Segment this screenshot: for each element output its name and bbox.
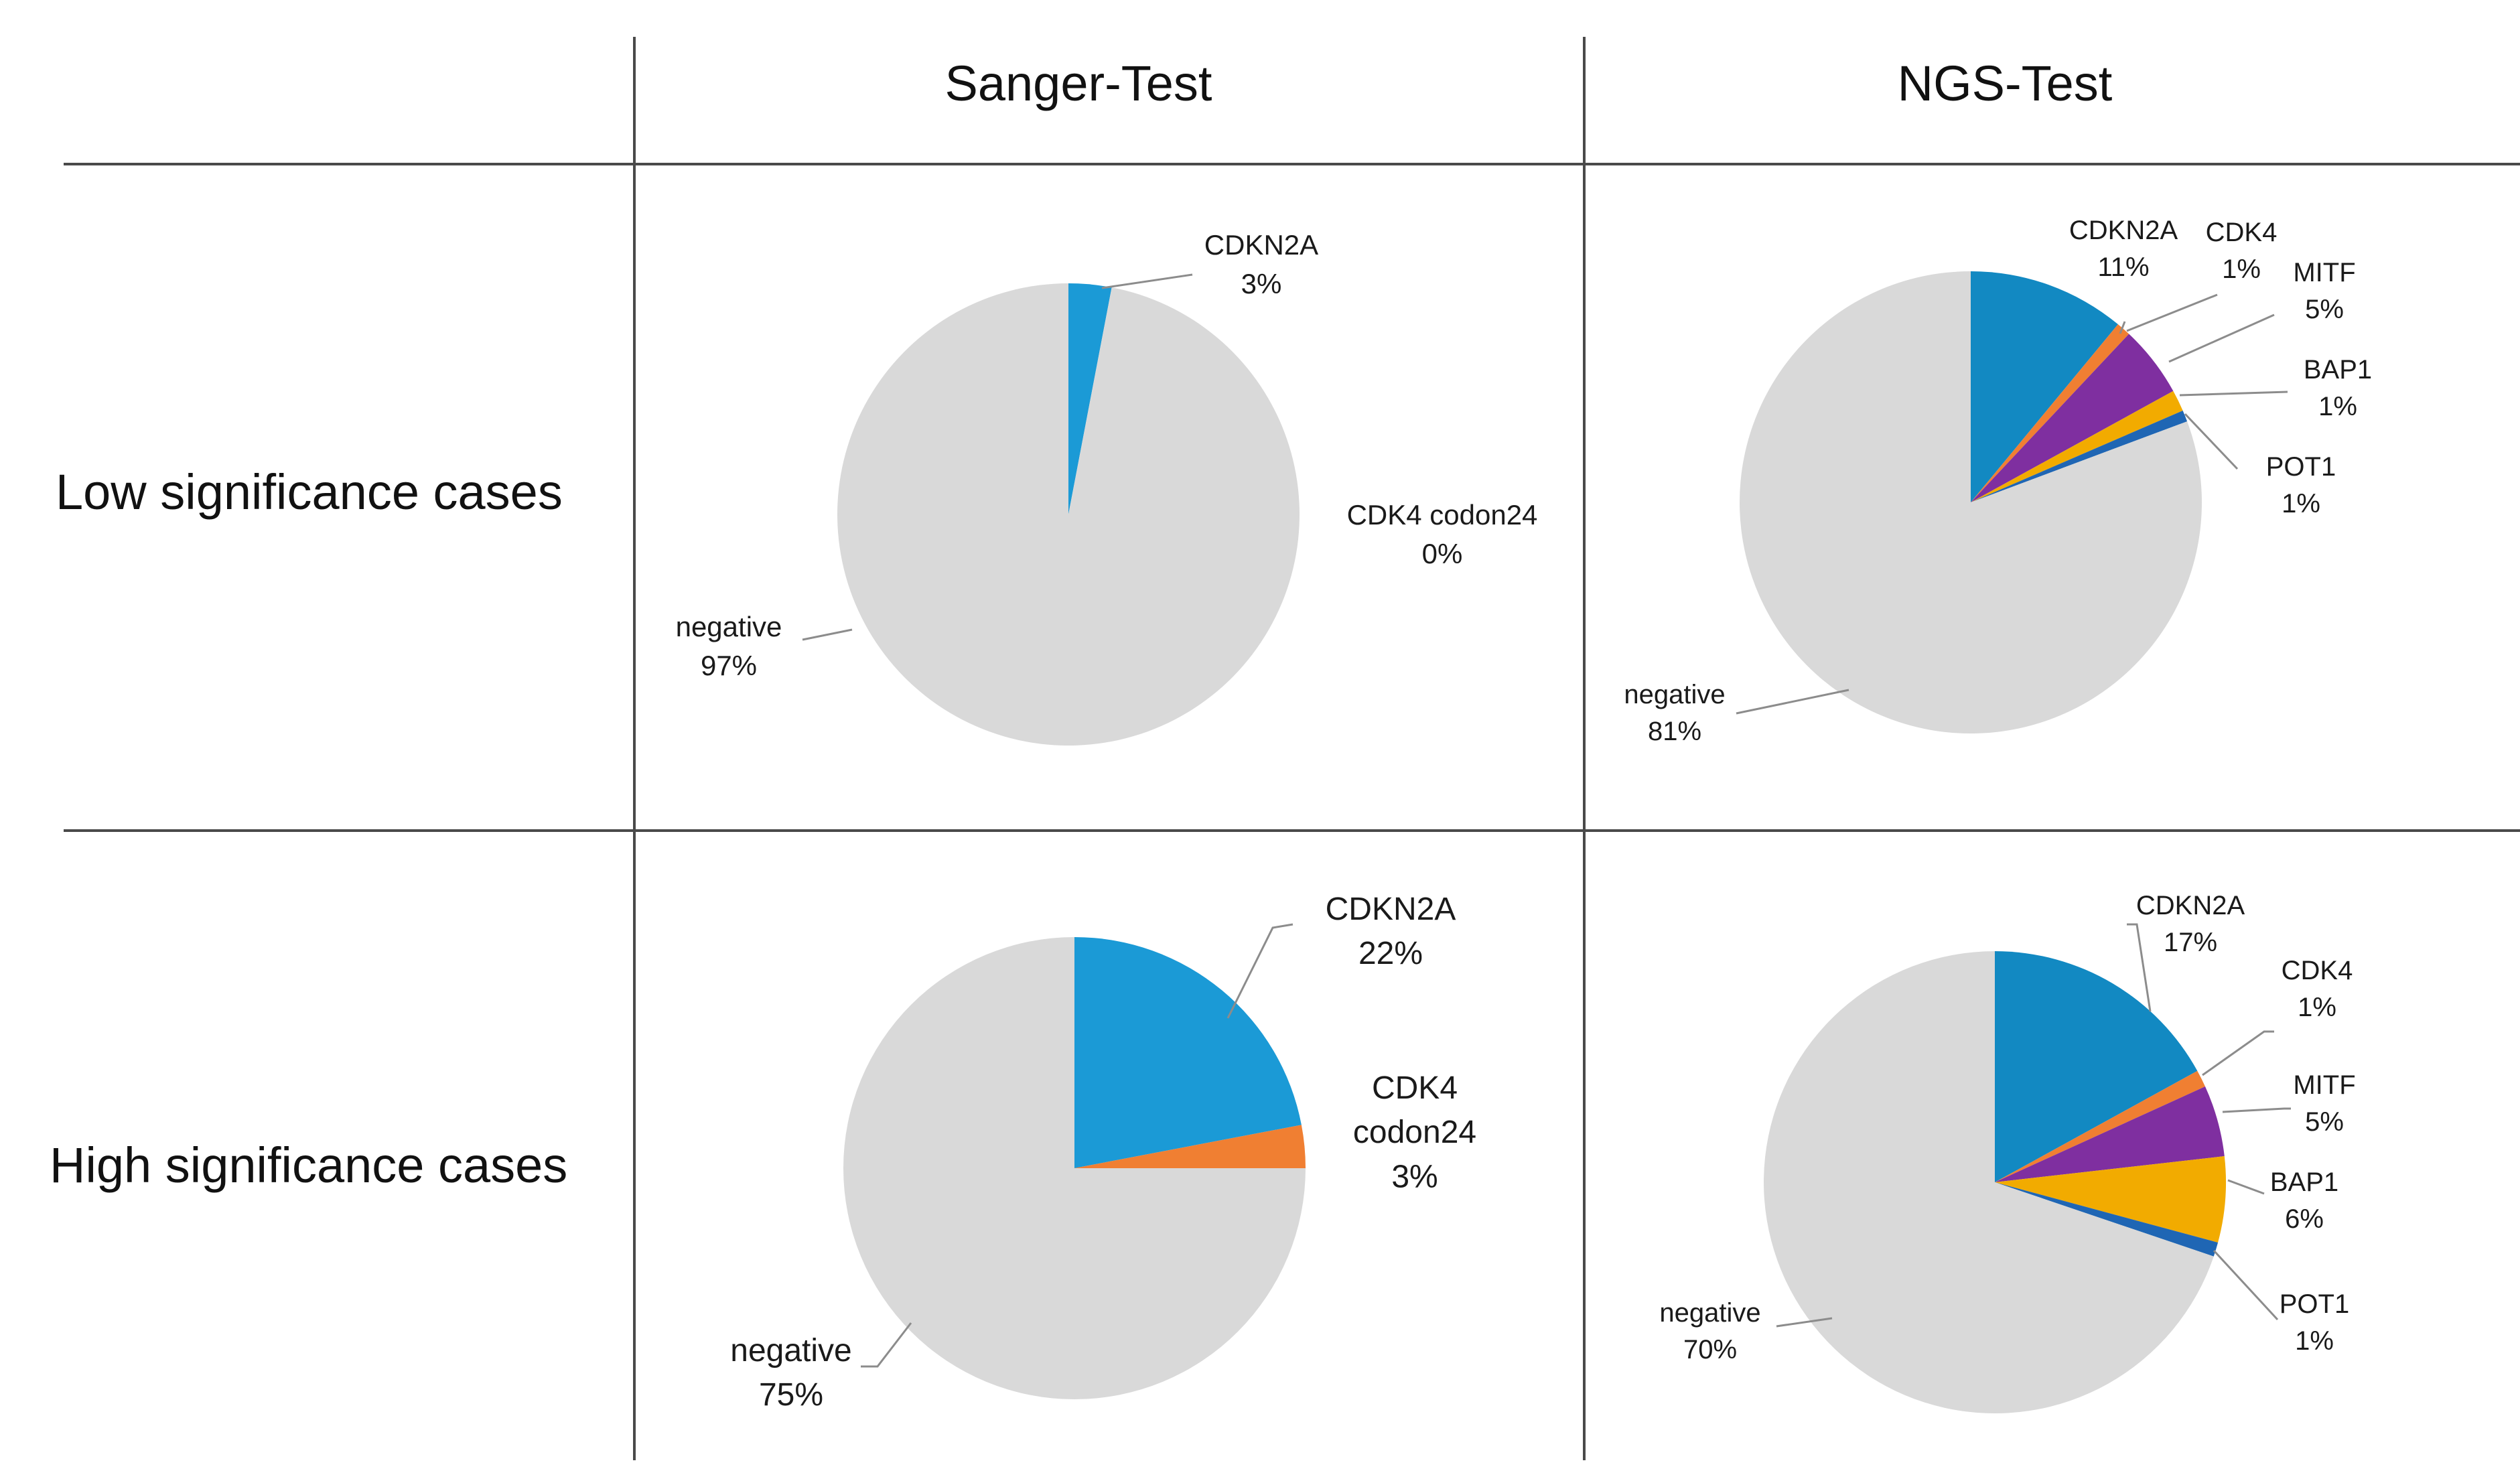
leader-line-cdkn2a (2119, 321, 2126, 334)
data-label-value-mitf: 5% (2305, 295, 2344, 324)
leader-line-pot1 (2184, 413, 2239, 470)
column-header-sanger: Sanger-Test (945, 56, 1212, 111)
pie-slice-bap1 (1971, 391, 2183, 502)
pie-ngs-high: CDKN2A 17% CDK4 1% MITF 5% BAP1 6% POT1 1% negativ… (1659, 891, 2356, 1414)
data-label-name-cdkn2a: CDKN2A (2136, 891, 2245, 920)
data-label-value-bap1: 1% (2318, 392, 2357, 421)
data-label-value-pot1: 1% (2282, 489, 2320, 518)
row-header-high-significance: High significance cases (50, 1137, 567, 1193)
pie-ngs-low: CDKN2A 11% CDK4 1% MITF 5% BAP1 1% POT1 1% negativ… (1624, 216, 2372, 746)
data-label-value-mitf: 5% (2305, 1107, 2344, 1137)
data-label-value-cdkn2a: 17% (2164, 928, 2217, 957)
leader-line-negative (802, 628, 853, 641)
leader-line-pot1 (2213, 1249, 2279, 1321)
data-label-value-cdkn2a: 3% (1241, 268, 1282, 299)
leader-line-cdkn2a (2127, 923, 2152, 1012)
pie-slice-cdk4 (1995, 1070, 2205, 1182)
data-label-value-negative: 97% (701, 650, 757, 681)
pie-slice-cdkn2a (1074, 937, 1302, 1168)
data-label-name-cdkn2a: CDKN2A (1326, 892, 1456, 927)
pie-slice-cdk4 (1971, 324, 2129, 502)
data-label-name-pot1: POT1 (2280, 1289, 2349, 1319)
pie-slice-cdkn2a (1068, 283, 1112, 514)
pie-slice-negative (1739, 271, 2202, 733)
data-label-name-pot1: POT1 (2266, 452, 2336, 482)
pie-slice-cdk4-codon24 (1074, 1125, 1306, 1168)
data-label-name-mitf: MITF (2293, 1070, 2355, 1100)
leader-line-negative (1736, 689, 1849, 715)
data-label-name-cdk4: CDK4 (2206, 218, 2278, 247)
data-label-name-bap1: BAP1 (2304, 355, 2372, 384)
pie-slice-pot1 (1971, 410, 2188, 502)
leader-line-mitf (2168, 313, 2275, 363)
pie-slice-mitf (1971, 334, 2174, 502)
leader-line-cdk4 (2202, 1030, 2274, 1076)
leader-line-negative (1776, 1317, 1833, 1328)
data-label-name-cdkn2a: CDKN2A (2069, 216, 2178, 245)
leader-line-cdkn2a (1101, 273, 1193, 289)
data-label-value-cdkn2a: 22% (1358, 936, 1423, 971)
data-label-value-bap1: 6% (2285, 1204, 2324, 1234)
data-label-name-cdk4-codon24: codon24 (1353, 1115, 1476, 1150)
leader-line-mitf (2222, 1107, 2291, 1113)
row-header-low-significance: Low significance cases (56, 464, 563, 520)
pie-slice-cdkn2a (1995, 951, 2198, 1182)
pie-sanger-low: CDKN2A 3% CDK4 codon24 0% negative 97% (676, 229, 1538, 746)
data-label-name-negative: negative (730, 1333, 851, 1368)
pie-slice-negative (843, 937, 1306, 1399)
pie-slice-bap1 (1995, 1156, 2227, 1243)
data-label-value-negative: 75% (759, 1377, 823, 1413)
table-grid (64, 37, 2520, 1460)
pie-slice-cdkn2a (1971, 271, 2118, 502)
leader-line-cdk4 (2126, 293, 2218, 332)
data-label-name-cdkn2a: CDKN2A (1204, 229, 1318, 261)
data-label-name-mitf: MITF (2293, 258, 2355, 287)
data-label-value-cdk4: 1% (2298, 993, 2336, 1022)
data-label-value-cdk4-codon24: 0% (1422, 538, 1463, 569)
data-label-value-negative: 81% (1648, 717, 1701, 746)
leader-line-bap1 (2227, 1179, 2265, 1195)
leader-line-cdkn2a (1227, 923, 1293, 1019)
data-label-name-negative: negative (1624, 680, 1725, 709)
leader-line-bap1 (2179, 391, 2288, 397)
pie-slice-pot1 (1995, 1182, 2219, 1257)
data-label-name-negative: negative (1659, 1298, 1760, 1328)
data-label-value-cdkn2a: 11% (2097, 253, 2149, 282)
data-label-name-cdk4-codon24: CDK4 (1372, 1070, 1458, 1106)
data-label-value-cdk4-codon24: 3% (1391, 1159, 1438, 1194)
data-label-name-negative: negative (676, 611, 782, 642)
data-label-value-negative: 70% (1683, 1335, 1737, 1364)
data-label-name-cdk4-codon24: CDK4 codon24 (1347, 499, 1538, 531)
pie-slice-negative (1764, 951, 2214, 1414)
pie-sanger-high: CDKN2A 22% CDK4 codon24 3% negative 75% (730, 892, 1476, 1413)
data-label-name-bap1: BAP1 (2270, 1168, 2338, 1197)
data-label-value-cdk4: 1% (2222, 255, 2261, 284)
data-label-name-cdk4: CDK4 (2282, 956, 2353, 985)
pie-slice-mitf (1995, 1086, 2225, 1182)
pie-slice-negative (837, 283, 1300, 746)
leader-line-negative (861, 1322, 912, 1368)
data-label-value-pot1: 1% (2295, 1326, 2334, 1356)
column-header-ngs: NGS-Test (1898, 56, 2113, 111)
